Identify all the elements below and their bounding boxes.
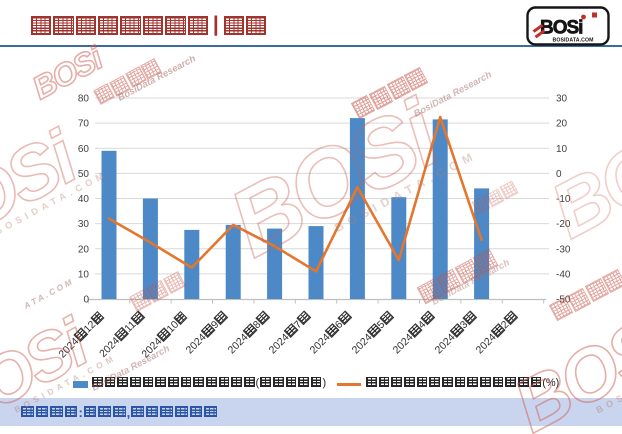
svg-text:0: 0 [556,169,562,180]
svg-text:-40: -40 [556,270,571,281]
svg-text:10: 10 [556,144,568,155]
svg-text:30: 30 [556,94,568,105]
svg-text:BOSIDATA.COM: BOSIDATA.COM [552,38,593,44]
svg-text:20: 20 [556,119,568,130]
svg-text:50: 50 [78,169,90,180]
svg-text:0: 0 [83,295,89,306]
svg-text:-30: -30 [556,244,571,255]
svg-text:20: 20 [78,244,90,255]
svg-text:BOSi: BOSi [540,18,582,39]
svg-text:30: 30 [78,219,90,230]
svg-text:10: 10 [78,270,90,281]
svg-text:60: 60 [78,144,90,155]
svg-text:40: 40 [78,194,90,205]
svg-text:BOSi: BOSi [537,92,622,255]
svg-text:80: 80 [78,94,90,105]
svg-text:-10: -10 [556,194,571,205]
svg-text:70: 70 [78,119,90,130]
svg-text:-20: -20 [556,219,571,230]
